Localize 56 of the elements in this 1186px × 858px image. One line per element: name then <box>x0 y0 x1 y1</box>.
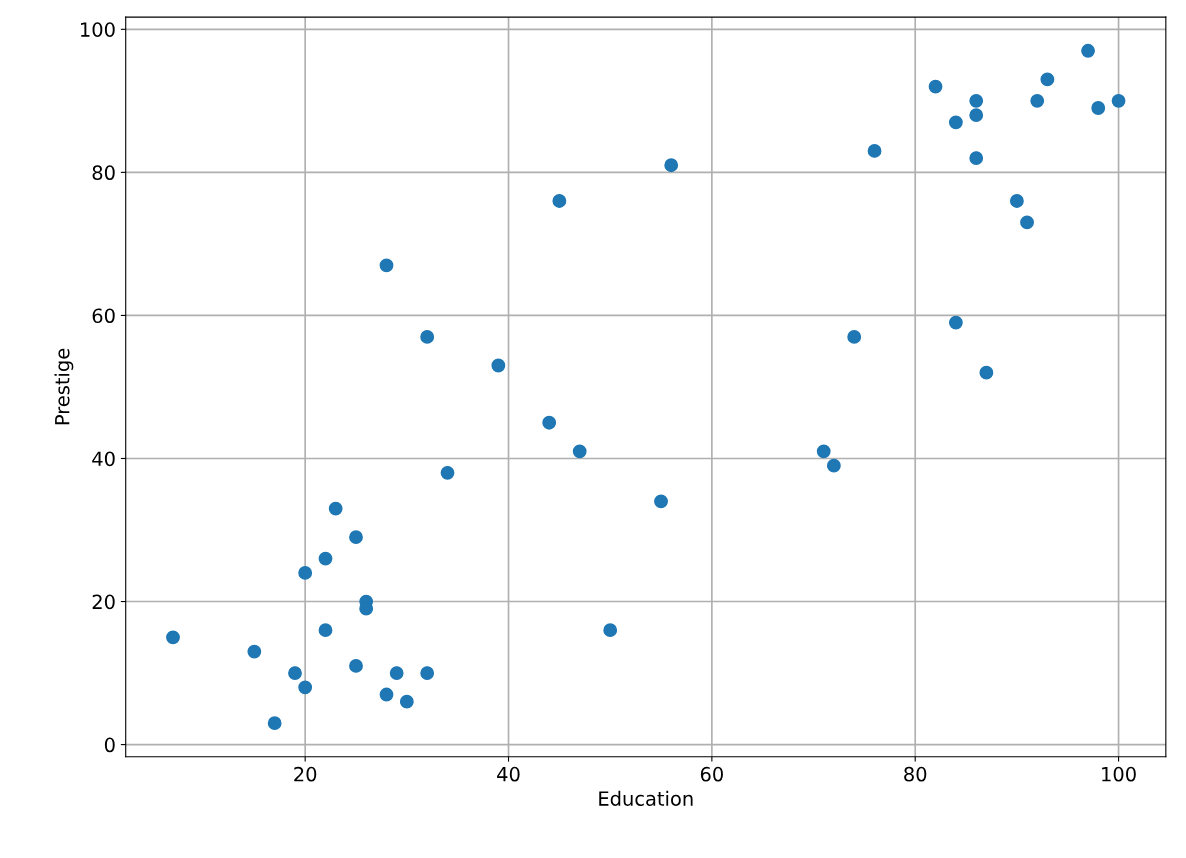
point <box>826 458 841 473</box>
y-tick-label: 60 <box>92 308 115 324</box>
point <box>867 144 882 158</box>
point <box>328 501 343 516</box>
point <box>349 530 363 545</box>
point <box>1091 101 1106 115</box>
x-tick-label: 100 <box>1102 766 1136 782</box>
y-tick-label: 40 <box>92 451 115 467</box>
point <box>1030 93 1045 108</box>
y-tick-label: 0 <box>104 737 115 753</box>
point <box>969 108 984 123</box>
point <box>288 666 302 680</box>
point <box>969 93 984 108</box>
point <box>603 623 618 638</box>
x-tick-label: 20 <box>294 766 317 782</box>
point <box>572 444 587 459</box>
point <box>1009 194 1024 208</box>
point <box>491 358 506 373</box>
point <box>440 465 455 480</box>
point <box>247 644 262 659</box>
point <box>664 158 679 173</box>
point <box>928 79 943 94</box>
point <box>399 694 414 709</box>
point <box>389 666 404 680</box>
point <box>847 329 862 344</box>
y-tick-label: 20 <box>92 594 115 610</box>
point <box>979 365 994 380</box>
y-tick-label: 100 <box>81 22 115 37</box>
point <box>948 115 963 130</box>
point <box>1040 72 1055 87</box>
point <box>379 258 394 273</box>
point <box>1111 93 1126 108</box>
x-tick-label: 80 <box>904 766 927 782</box>
x-axis-title: Education <box>599 790 693 806</box>
point <box>948 315 963 330</box>
y-axis-title: Prestige <box>54 348 74 425</box>
point <box>542 415 557 430</box>
point <box>816 444 831 459</box>
point <box>349 659 363 673</box>
point <box>318 623 333 638</box>
point <box>420 329 435 344</box>
point <box>267 716 282 731</box>
point <box>420 666 435 680</box>
point <box>298 680 313 695</box>
point <box>298 566 313 580</box>
point <box>969 151 984 165</box>
point <box>166 630 180 645</box>
point <box>318 551 333 566</box>
y-tick-label: 80 <box>92 165 115 181</box>
point <box>379 687 394 702</box>
point <box>1020 215 1034 230</box>
point <box>1081 43 1095 58</box>
point <box>654 494 668 509</box>
x-tick-label: 40 <box>497 766 520 782</box>
x-tick-label: 60 <box>700 766 723 782</box>
point <box>552 194 567 208</box>
